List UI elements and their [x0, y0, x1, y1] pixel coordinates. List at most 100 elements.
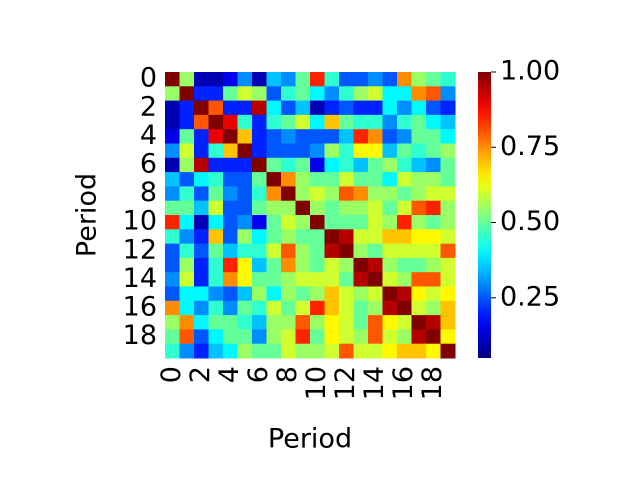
- heatmap-cell: [411, 143, 427, 159]
- heatmap-cell: [295, 114, 311, 130]
- heatmap-cell: [281, 215, 296, 230]
- heatmap-cell: [440, 315, 456, 330]
- heatmap-cell: [223, 129, 238, 144]
- heatmap-cell: [266, 72, 282, 87]
- x-tick-label: 0: [156, 366, 187, 383]
- heatmap-cell: [324, 129, 340, 144]
- heatmap-cell: [295, 100, 311, 116]
- heatmap-cell: [295, 229, 311, 245]
- heatmap-cell: [281, 72, 296, 87]
- heatmap-cell: [310, 329, 325, 345]
- heatmap-cell: [165, 343, 180, 359]
- heatmap-cell: [295, 143, 311, 159]
- heatmap-cell: [194, 243, 209, 259]
- heatmap-cell: [223, 157, 238, 173]
- heatmap-cell: [382, 315, 398, 330]
- heatmap-cell: [252, 215, 267, 230]
- heatmap-cell: [368, 100, 383, 116]
- heatmap-cell: [353, 286, 369, 302]
- heatmap-cell: [179, 300, 195, 316]
- heatmap-cell: [397, 100, 412, 116]
- heatmap-cell: [266, 286, 282, 302]
- heatmap-cell: [368, 215, 383, 230]
- heatmap-cell: [237, 229, 253, 245]
- heatmap-cell: [281, 86, 296, 102]
- heatmap-cell: [426, 186, 441, 202]
- heatmap-cell: [382, 86, 398, 102]
- heatmap-cell: [194, 329, 209, 345]
- heatmap-cell: [252, 229, 267, 245]
- heatmap-cell: [266, 86, 282, 102]
- heatmap-cell: [194, 229, 209, 245]
- heatmap-cell: [382, 143, 398, 159]
- heatmap-cell: [281, 200, 296, 216]
- heatmap-cell: [368, 343, 383, 359]
- heatmap-cell: [339, 200, 354, 216]
- y-tick-label: 2: [140, 91, 157, 122]
- colorbar-tick-label: 0.50: [500, 206, 560, 237]
- heatmap-cell: [382, 286, 398, 302]
- heatmap-cell: [237, 315, 253, 330]
- heatmap-cell: [324, 157, 340, 173]
- heatmap-cell: [281, 272, 296, 287]
- heatmap-cell: [165, 286, 180, 302]
- heatmap-cell: [339, 72, 354, 87]
- heatmap-cell: [411, 129, 427, 144]
- heatmap-cell: [426, 272, 441, 287]
- heatmap-cell: [310, 143, 325, 159]
- heatmap-cell: [382, 186, 398, 202]
- heatmap-cell: [310, 100, 325, 116]
- heatmap-cell: [266, 315, 282, 330]
- heatmap-cell: [426, 86, 441, 102]
- heatmap-cell: [397, 286, 412, 302]
- heatmap-cell: [179, 100, 195, 116]
- heatmap-cell: [353, 300, 369, 316]
- heatmap-cell: [397, 343, 412, 359]
- heatmap-cell: [368, 72, 383, 87]
- heatmap-cell: [426, 329, 441, 345]
- heatmap-cell: [179, 129, 195, 144]
- heatmap-cell: [411, 272, 427, 287]
- heatmap-cell: [295, 172, 311, 187]
- x-tick-label: 12: [330, 366, 361, 400]
- heatmap-cell: [339, 315, 354, 330]
- heatmap-cell: [165, 329, 180, 345]
- heatmap-cell: [339, 300, 354, 316]
- heatmap-cell: [266, 100, 282, 116]
- heatmap-cell: [266, 243, 282, 259]
- heatmap-cell: [179, 143, 195, 159]
- heatmap-cell: [223, 186, 238, 202]
- heatmap-cell: [208, 229, 224, 245]
- heatmap-cell: [194, 86, 209, 102]
- heatmap-cell: [223, 329, 238, 345]
- heatmap-cell: [295, 157, 311, 173]
- y-tick-label: 0: [140, 63, 157, 94]
- heatmap-cell: [440, 157, 456, 173]
- heatmap-cell: [281, 286, 296, 302]
- heatmap-cell: [382, 343, 398, 359]
- heatmap-cell: [440, 143, 456, 159]
- heatmap-cell: [295, 315, 311, 330]
- heatmap-cell: [208, 272, 224, 287]
- heatmap-cell: [339, 272, 354, 287]
- heatmap-cell: [397, 157, 412, 173]
- heatmap-cell: [382, 272, 398, 287]
- heatmap-cell: [179, 86, 195, 102]
- heatmap-cell: [194, 315, 209, 330]
- heatmap-cell: [252, 329, 267, 345]
- heatmap-cell: [426, 143, 441, 159]
- heatmap-cell: [194, 215, 209, 230]
- heatmap-cell: [426, 315, 441, 330]
- heatmap-cell: [295, 186, 311, 202]
- heatmap-cell: [426, 172, 441, 187]
- heatmap-cell: [426, 100, 441, 116]
- heatmap-cell: [339, 86, 354, 102]
- heatmap-cell: [165, 315, 180, 330]
- heatmap-cell: [266, 257, 282, 273]
- heatmap-cell: [368, 329, 383, 345]
- heatmap-cell: [252, 157, 267, 173]
- heatmap-cell: [208, 343, 224, 359]
- heatmap-cell: [194, 300, 209, 316]
- heatmap-cell: [339, 286, 354, 302]
- heatmap-cell: [237, 157, 253, 173]
